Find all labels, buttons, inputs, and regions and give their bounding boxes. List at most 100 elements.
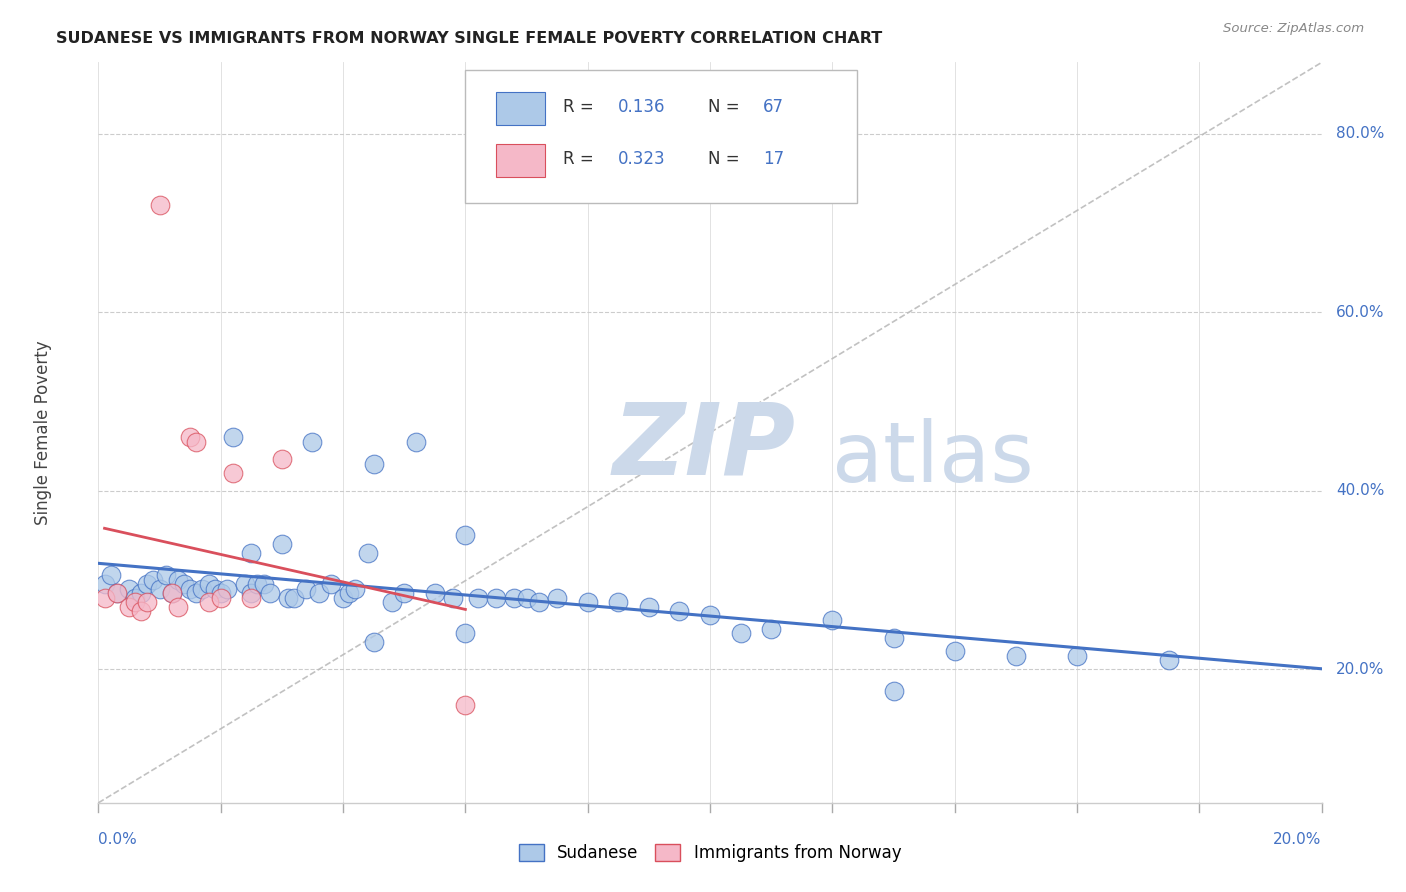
FancyBboxPatch shape (496, 92, 546, 126)
Point (1004, 648, 1026, 663)
Point (332, 591, 354, 605)
Text: atlas: atlas (832, 418, 1033, 499)
Point (136, 577, 159, 591)
Point (105, 586, 128, 600)
Point (516, 591, 538, 605)
Point (240, 591, 263, 605)
Legend: Sudanese, Immigrants from Norway: Sudanese, Immigrants from Norway (512, 837, 908, 869)
Point (576, 595, 599, 609)
Point (607, 595, 630, 609)
Point (454, 698, 477, 712)
Point (179, 430, 201, 444)
Point (381, 595, 404, 609)
Point (337, 586, 360, 600)
Point (118, 599, 141, 614)
Point (118, 582, 141, 596)
Text: 0.323: 0.323 (619, 150, 666, 168)
Point (209, 586, 232, 600)
Text: ZIP: ZIP (612, 399, 796, 496)
Point (129, 586, 152, 600)
Point (259, 586, 281, 600)
Point (405, 434, 427, 449)
Point (730, 626, 752, 640)
Point (883, 684, 905, 698)
Point (186, 586, 208, 600)
Point (222, 466, 245, 480)
Point (1157, 653, 1180, 667)
Point (344, 582, 367, 596)
Point (252, 577, 274, 591)
Point (197, 577, 219, 591)
Text: 20.0%: 20.0% (1274, 832, 1322, 847)
Text: 0.136: 0.136 (619, 98, 666, 116)
Point (173, 577, 195, 591)
Point (129, 604, 152, 618)
Text: 0.0%: 0.0% (98, 832, 138, 847)
Text: 80.0%: 80.0% (1336, 127, 1385, 141)
Point (209, 591, 232, 605)
Point (124, 595, 146, 609)
Text: N =: N = (707, 150, 744, 168)
Point (356, 546, 378, 560)
Point (142, 573, 165, 587)
Point (363, 635, 385, 649)
Point (546, 591, 568, 605)
Point (93, 591, 115, 605)
Point (136, 595, 159, 609)
Point (149, 582, 172, 596)
Text: N =: N = (707, 98, 744, 116)
Text: R =: R = (564, 150, 599, 168)
Point (222, 430, 245, 444)
Point (197, 595, 219, 609)
Point (93, 577, 115, 591)
Point (283, 591, 305, 605)
Point (186, 434, 208, 449)
Point (699, 608, 721, 623)
Point (392, 586, 416, 600)
Point (759, 622, 782, 636)
Point (149, 198, 172, 212)
Text: 67: 67 (762, 98, 783, 116)
Point (423, 586, 446, 600)
Text: 60.0%: 60.0% (1336, 305, 1385, 319)
Point (155, 568, 177, 582)
Text: 17: 17 (762, 150, 783, 168)
Point (191, 582, 214, 596)
Point (240, 546, 263, 560)
Point (233, 577, 256, 591)
Text: R =: R = (564, 98, 599, 116)
FancyBboxPatch shape (496, 144, 546, 178)
Point (240, 586, 263, 600)
Point (454, 528, 477, 542)
Point (503, 591, 526, 605)
Point (363, 457, 385, 471)
Point (527, 595, 550, 609)
Point (668, 604, 690, 618)
Text: 40.0%: 40.0% (1336, 483, 1385, 498)
FancyBboxPatch shape (465, 70, 856, 203)
Point (301, 434, 323, 449)
Text: Source: ZipAtlas.com: Source: ZipAtlas.com (1223, 22, 1364, 36)
Point (105, 586, 128, 600)
Text: Single Female Poverty: Single Female Poverty (34, 341, 52, 524)
Point (637, 599, 661, 614)
Point (308, 586, 330, 600)
Point (160, 586, 183, 600)
Point (100, 568, 122, 582)
Point (270, 452, 292, 467)
Point (485, 591, 508, 605)
Point (319, 577, 342, 591)
Point (883, 631, 905, 645)
Point (270, 537, 292, 551)
Point (943, 644, 966, 658)
Point (441, 591, 464, 605)
Point (160, 586, 183, 600)
Point (204, 582, 226, 596)
Point (1066, 648, 1088, 663)
Point (179, 582, 201, 596)
Point (167, 573, 190, 587)
Point (821, 613, 844, 627)
Point (246, 577, 269, 591)
Point (454, 626, 477, 640)
Point (295, 582, 318, 596)
